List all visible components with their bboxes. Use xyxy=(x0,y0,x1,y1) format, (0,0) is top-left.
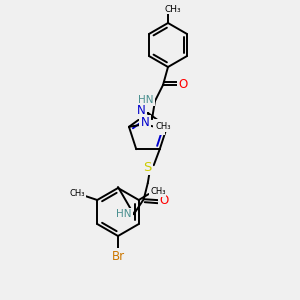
Text: CH₃: CH₃ xyxy=(155,122,171,131)
Text: N: N xyxy=(154,120,164,133)
Text: O: O xyxy=(159,194,168,207)
Text: CH₃: CH₃ xyxy=(150,188,166,196)
Text: HN: HN xyxy=(116,209,131,219)
Text: N: N xyxy=(141,116,149,129)
Text: O: O xyxy=(178,79,188,92)
Text: N: N xyxy=(136,104,146,118)
Text: HN: HN xyxy=(138,95,154,105)
Text: CH₃: CH₃ xyxy=(70,190,85,199)
Text: S: S xyxy=(144,161,152,174)
Text: CH₃: CH₃ xyxy=(165,4,181,14)
Text: Br: Br xyxy=(111,250,124,262)
